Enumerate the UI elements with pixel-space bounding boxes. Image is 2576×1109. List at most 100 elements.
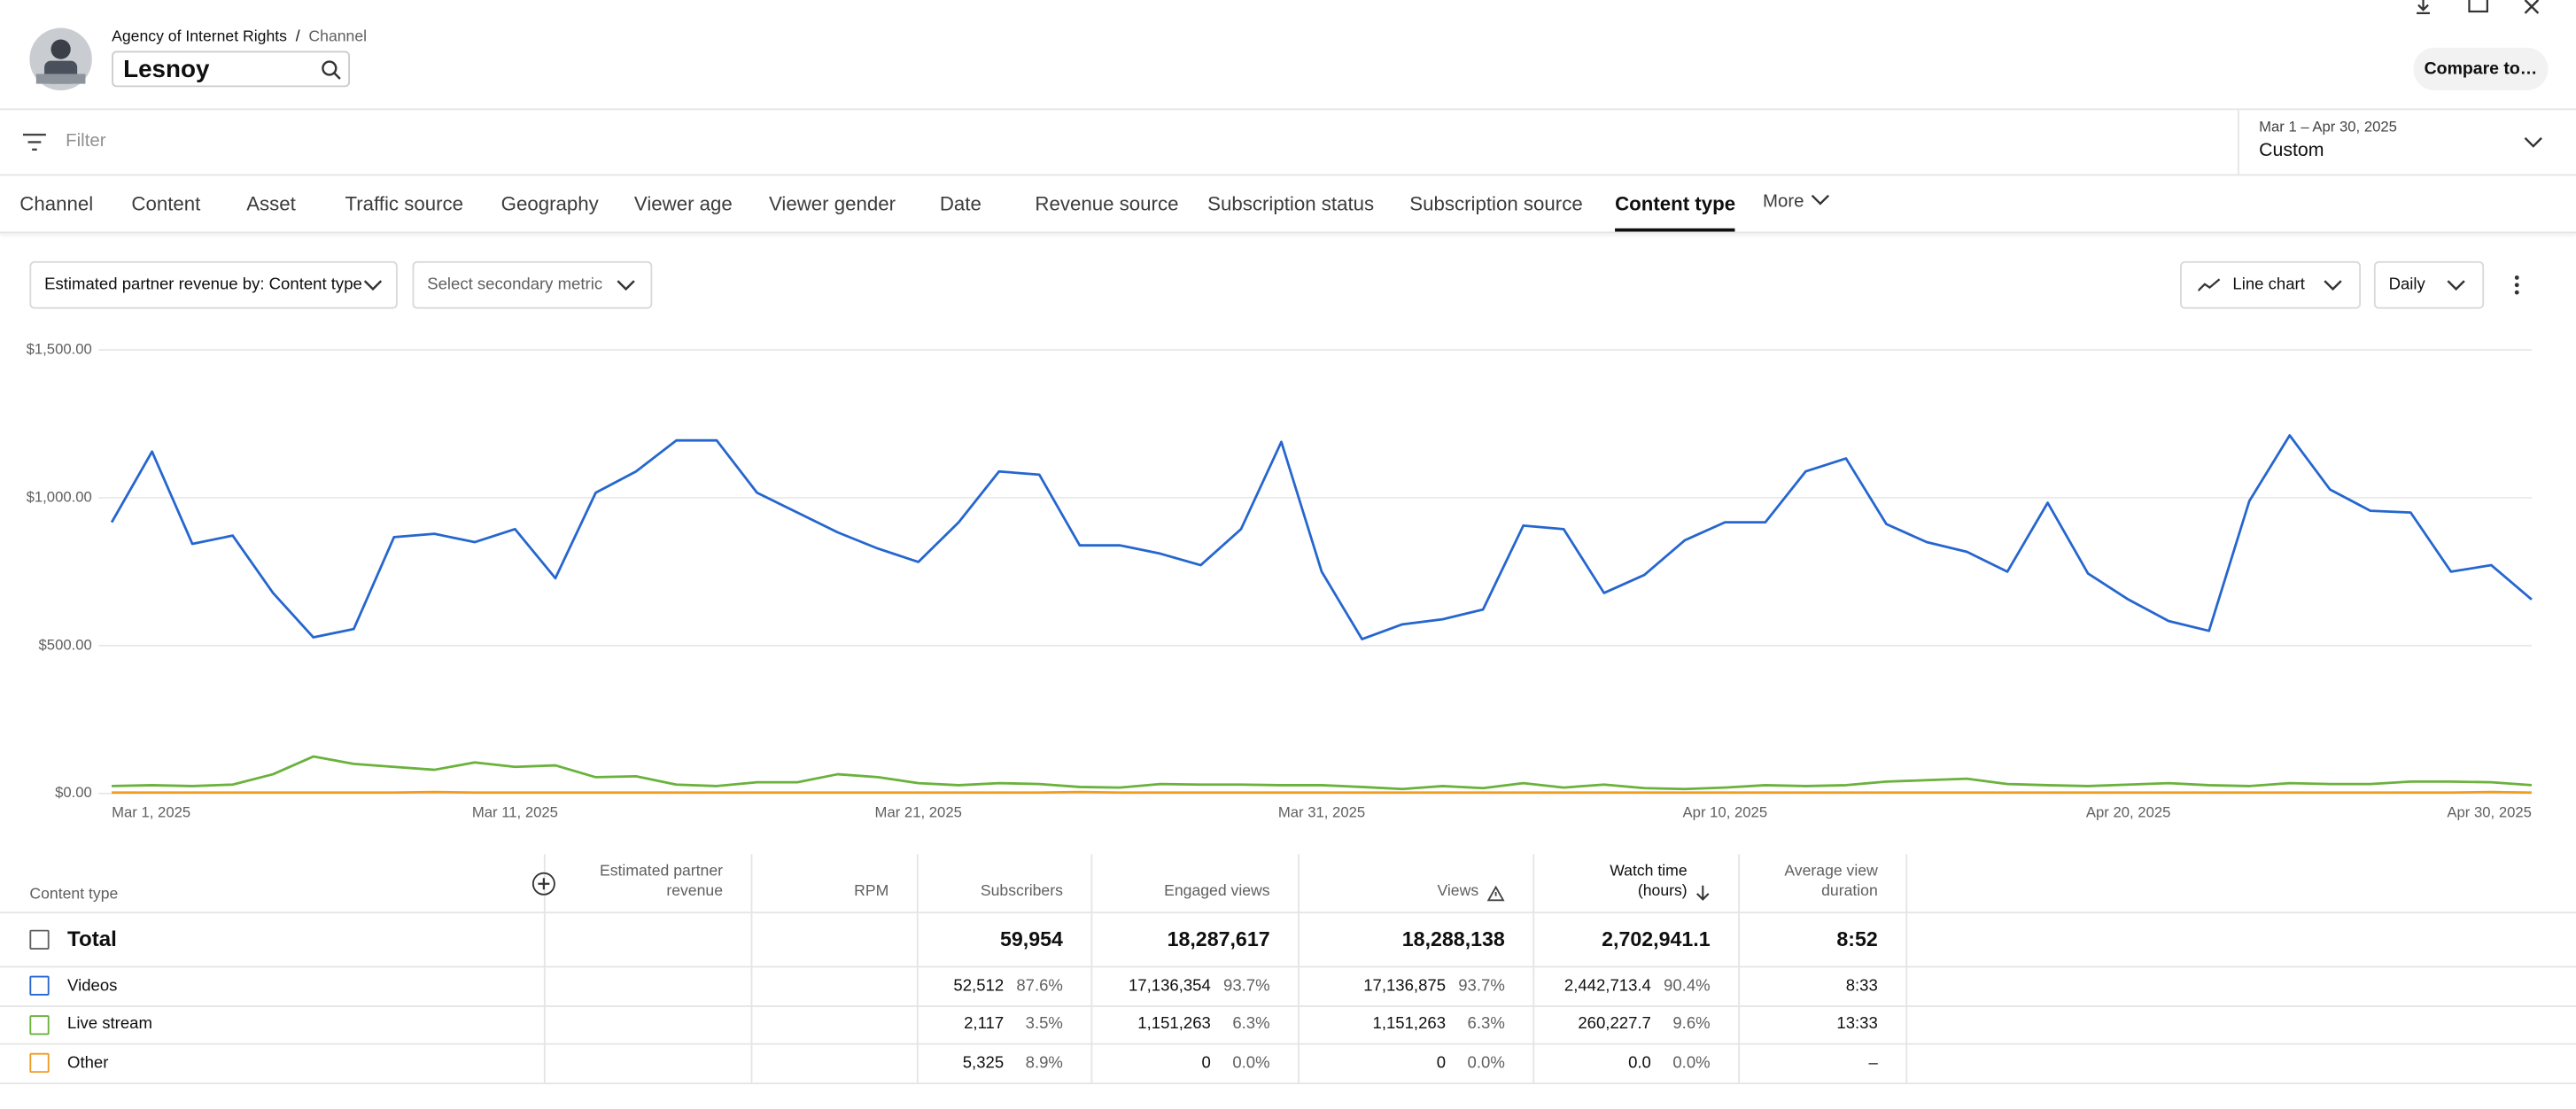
table-cell: 5,325 8.9% <box>917 1043 1091 1083</box>
y-tick-label: $500.00 <box>39 636 92 653</box>
column-header-label: Average view duration <box>1784 862 1878 901</box>
table-cell: 17,136,354 93.7% <box>1090 966 1298 1006</box>
breadcrumb-link[interactable]: Agency of Internet Rights <box>112 27 287 46</box>
warning-icon <box>1486 885 1505 902</box>
tab[interactable]: Content type <box>1615 191 1736 215</box>
column-header[interactable]: Watch time (hours) <box>1532 854 1738 911</box>
divider <box>0 108 2576 111</box>
divider <box>2237 110 2239 174</box>
breadcrumb: Agency of Internet Rights / Channel <box>112 28 367 46</box>
primary-metric-select[interactable]: Estimated partner revenue by: Content ty… <box>29 260 398 309</box>
column-divider <box>1905 854 1908 1083</box>
cell-value: 0.0 <box>1628 1053 1651 1073</box>
table-cell: 2,117 3.5% <box>917 1005 1091 1043</box>
row-divider <box>0 1043 2576 1045</box>
cell-share: 87.6% <box>1016 976 1063 995</box>
channel-search[interactable]: Lesnoy <box>112 50 351 88</box>
column-header[interactable]: Estimated partner revenue <box>544 854 751 911</box>
x-tick-label: Mar 31, 2025 <box>1278 803 1365 820</box>
checkbox[interactable] <box>29 1014 50 1035</box>
more-tab[interactable]: More <box>1763 192 1830 212</box>
column-header: Content type <box>29 885 119 904</box>
x-tick-label: Mar 21, 2025 <box>875 803 962 820</box>
table-cell: 1,151,263 6.3% <box>1090 1005 1298 1043</box>
tab[interactable]: Subscription source <box>1409 191 1583 215</box>
column-header-label: Engaged views <box>1164 881 1270 901</box>
tab[interactable]: Viewer age <box>633 191 733 215</box>
column-header[interactable]: Engaged views <box>1090 854 1298 911</box>
table-cell: 52,512 87.6% <box>917 966 1091 1006</box>
column-header[interactable]: Average view duration <box>1738 854 1905 911</box>
table-cell: – <box>1868 1053 1878 1073</box>
row-label: Live stream <box>67 1015 152 1034</box>
granularity-select[interactable]: Daily <box>2373 260 2485 309</box>
date-preset[interactable]: Custom <box>2259 141 2324 161</box>
top-icons[interactable] <box>2410 0 2558 17</box>
tab[interactable]: Asset <box>246 191 296 215</box>
tab[interactable]: Viewer gender <box>768 191 896 215</box>
cell-value: 17,136,354 <box>1128 976 1211 995</box>
table-cell: 0 0.0% <box>1090 1043 1298 1083</box>
column-header[interactable]: Views <box>1298 854 1532 911</box>
breadcrumb-current: Channel <box>308 27 368 46</box>
column-divider <box>1298 854 1300 1083</box>
checkbox[interactable] <box>29 975 50 996</box>
cell-value: 1,151,263 <box>1372 1015 1447 1034</box>
checkbox[interactable] <box>29 928 50 950</box>
tab[interactable]: Revenue source <box>1035 191 1179 215</box>
chart-type-select[interactable]: Line chart <box>2180 260 2362 309</box>
column-header-label: Watch time (hours) <box>1610 862 1688 901</box>
add-column[interactable] <box>531 872 555 896</box>
tab[interactable]: Channel <box>19 191 94 215</box>
filter-icon[interactable] <box>22 133 46 152</box>
cell-share: 93.7% <box>1458 976 1505 995</box>
breadcrumb-separator: / <box>295 27 300 46</box>
more-menu[interactable] <box>2514 275 2520 296</box>
chevron[interactable] <box>2524 136 2543 150</box>
checkbox[interactable] <box>29 1052 50 1074</box>
table-cell: 2,442,713.4 90.4% <box>1532 966 1738 1006</box>
series-line <box>110 434 2533 640</box>
cell-share: 6.3% <box>1467 1015 1505 1034</box>
column-header-label: Estimated partner revenue <box>599 862 724 901</box>
x-tick-label: Apr 10, 2025 <box>1683 803 1768 820</box>
y-tick-label: $0.00 <box>55 784 92 801</box>
chevron <box>2324 280 2342 291</box>
filter-input[interactable]: Filter <box>66 131 106 151</box>
tab[interactable]: Content <box>131 191 201 215</box>
series-line <box>112 790 2532 795</box>
column-header[interactable]: Subscribers <box>917 854 1091 911</box>
line-icon <box>2198 278 2221 292</box>
table-cell: 260,227.7 9.6% <box>1532 1005 1738 1043</box>
sort-icon <box>1696 885 1710 901</box>
column-header[interactable]: RPM <box>751 854 917 911</box>
compare-button[interactable]: Compare to… <box>2413 47 2549 91</box>
row-divider <box>0 966 2576 968</box>
row-divider <box>0 911 2576 914</box>
cell-value: 2,117 <box>964 1015 1005 1034</box>
avatar[interactable] <box>29 27 92 91</box>
cell-share: 3.5% <box>1025 1015 1063 1034</box>
column-divider <box>543 854 546 1083</box>
channel-name: Lesnoy <box>123 56 210 84</box>
x-tick-label: Mar 1, 2025 <box>112 803 190 820</box>
cell-value: 5,325 <box>962 1053 1005 1073</box>
tab[interactable]: Traffic source <box>345 191 464 215</box>
search-icon <box>322 60 341 80</box>
tab[interactable]: Date <box>939 191 982 215</box>
tab[interactable]: Geography <box>500 191 599 215</box>
column-header-label: RPM <box>854 881 889 901</box>
row-divider <box>0 1082 2576 1085</box>
column-header-label: Subscribers <box>980 881 1063 901</box>
tab[interactable]: Subscription status <box>1207 191 1375 215</box>
table-cell: 0 0.0% <box>1298 1043 1532 1083</box>
y-tick-label: $1,500.00 <box>27 340 92 357</box>
cell-share: 8.9% <box>1025 1053 1063 1073</box>
column-header-label: Views <box>1437 881 1479 901</box>
cell-share: 90.4% <box>1664 976 1711 995</box>
row-label: Other <box>67 1053 109 1073</box>
secondary-metric-select[interactable]: Select secondary metric <box>412 260 653 309</box>
